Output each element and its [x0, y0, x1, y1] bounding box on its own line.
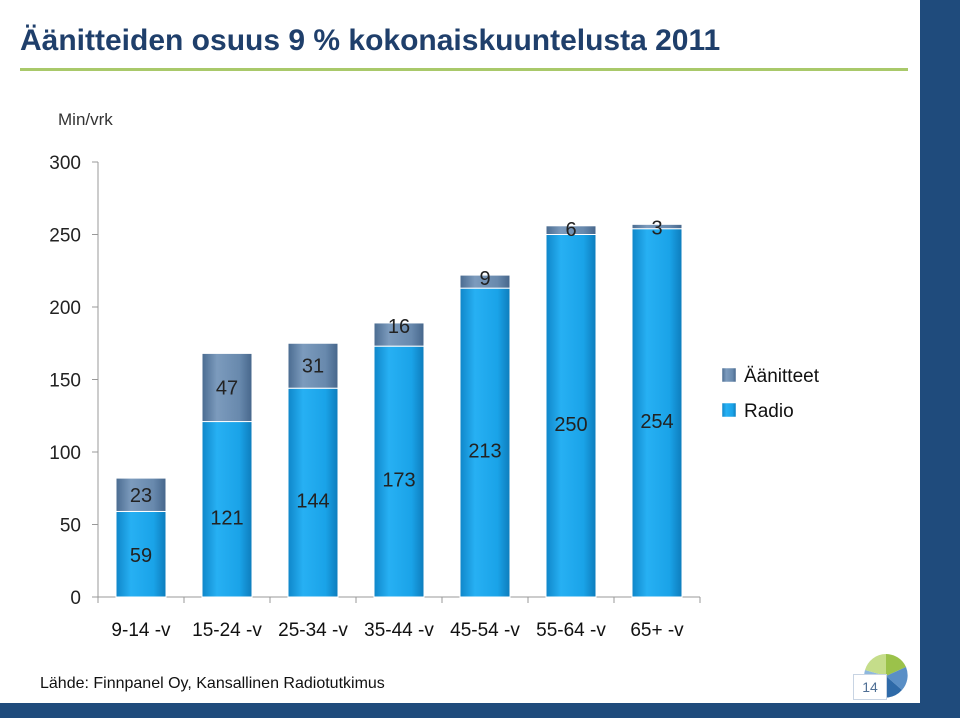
x-tick-label: 35-44 -v: [364, 620, 434, 641]
slide-title: Äänitteiden osuus 9 % kokonaiskuuntelust…: [20, 24, 721, 57]
legend-swatch: [721, 367, 737, 383]
legend-label: Radio: [744, 401, 794, 422]
chart-data-labels: 59 23 121 47 144 31 173 16 213 9 250 6 254 3: [130, 217, 674, 567]
data-label-radio: 213: [468, 441, 501, 463]
bar-aanitteet: [287, 342, 339, 389]
data-label-radio: 254: [640, 411, 673, 433]
y-tick-label: 0: [70, 588, 81, 609]
bar-radio: [373, 345, 425, 598]
data-label-aanitteet: 9: [479, 268, 490, 290]
bar-radio: [459, 287, 511, 598]
data-label-radio: 144: [296, 491, 329, 513]
data-label-radio: 121: [210, 507, 243, 529]
bar-aanitteet: [631, 223, 683, 230]
y-tick-label: 150: [49, 371, 81, 392]
chart-axes: 0 50 100 150 200 250 300 9-14 -v 15-24 -v 25-34 -…: [49, 153, 701, 641]
x-tick-label: 55-64 -v: [536, 620, 606, 641]
y-axis-unit-label: Min/vrk: [58, 110, 113, 129]
data-label-aanitteet: 16: [388, 316, 410, 338]
bar-radio: [631, 228, 683, 598]
page-number: 14: [853, 674, 887, 700]
y-tick-label: 300: [49, 153, 81, 174]
chart-legend: Äänitteet Radio: [721, 366, 820, 422]
bar-aanitteet: [459, 274, 511, 289]
bar-aanitteet: [201, 352, 253, 423]
legend-swatch: [721, 402, 737, 418]
decorative-band-right: [920, 0, 960, 718]
title-underline: [20, 68, 908, 71]
bar-aanitteet: [373, 322, 425, 347]
y-tick-label: 250: [49, 226, 81, 247]
data-label-aanitteet: 3: [651, 217, 662, 239]
bar-aanitteet: [115, 477, 167, 512]
y-tick-label: 50: [60, 516, 81, 537]
legend-label: Äänitteet: [744, 366, 820, 387]
data-label-radio: 250: [554, 414, 587, 436]
y-tick-label: 200: [49, 298, 81, 319]
x-tick-label: 25-34 -v: [278, 620, 348, 641]
data-label-aanitteet: 31: [302, 356, 324, 378]
data-label-radio: 59: [130, 545, 152, 567]
data-label-radio: 173: [382, 470, 415, 492]
x-tick-label: 45-54 -v: [450, 620, 520, 641]
bar-radio: [201, 421, 253, 598]
bar-radio: [287, 387, 339, 598]
decorative-band-bottom: [0, 703, 960, 718]
bar-radio: [115, 510, 167, 598]
stacked-bar-chart: 0 50 100 150 200 250 300 9-14 -v 15-24 -v 25-34 -…: [49, 153, 820, 641]
data-label-aanitteet: 23: [130, 485, 152, 507]
x-tick-label: 65+ -v: [630, 620, 684, 641]
chart-bars: [115, 223, 683, 598]
x-tick-label: 9-14 -v: [111, 620, 171, 641]
bar-radio: [545, 234, 597, 598]
data-label-aanitteet: 6: [565, 219, 576, 241]
bar-aanitteet: [545, 225, 597, 236]
x-tick-label: 15-24 -v: [192, 620, 262, 641]
source-note: Lähde: Finnpanel Oy, Kansallinen Radiotu…: [40, 675, 385, 692]
data-label-aanitteet: 47: [216, 377, 238, 399]
y-tick-label: 100: [49, 443, 81, 464]
